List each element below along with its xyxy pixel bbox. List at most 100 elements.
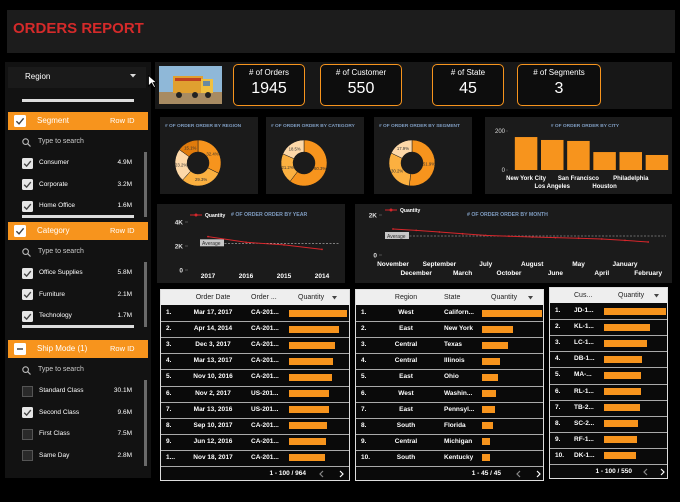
quantity-bar xyxy=(482,357,500,365)
slice-label: 60.3% xyxy=(314,166,326,171)
kpi-card xyxy=(320,64,402,106)
pager-button[interactable] xyxy=(319,470,324,478)
filter-title[interactable]: Ship Mode (1) xyxy=(37,344,88,353)
checkbox[interactable] xyxy=(22,200,33,212)
filter-title[interactable]: Category xyxy=(37,226,70,235)
legend-dot xyxy=(194,213,198,217)
checkbox[interactable] xyxy=(22,310,33,322)
sort-arrow-shape xyxy=(528,296,533,300)
table-cell: DB-1... xyxy=(574,355,595,363)
row-divider xyxy=(356,385,543,387)
bar xyxy=(619,152,643,170)
quantity-bar xyxy=(289,325,339,333)
quantity-bar xyxy=(289,309,347,317)
filter-header[interactable] xyxy=(8,112,148,130)
sort-arrow[interactable] xyxy=(528,296,533,300)
pager-button[interactable] xyxy=(516,470,521,478)
row-divider xyxy=(550,447,667,449)
pager-button[interactable] xyxy=(339,470,344,478)
checkbox[interactable] xyxy=(22,428,33,440)
filter-item-label[interactable]: Office Supplies xyxy=(39,269,83,276)
search-box[interactable]: Type to search xyxy=(38,248,84,255)
row-number: 8. xyxy=(166,421,172,429)
checkbox-check xyxy=(23,409,32,417)
sort-arrow[interactable] xyxy=(332,296,337,300)
donut-slice xyxy=(390,139,413,159)
quantity-bar xyxy=(604,436,638,444)
pager-chevron xyxy=(339,470,344,478)
quantity-bar xyxy=(482,454,490,462)
kpi-value: 3 xyxy=(554,80,564,97)
slice-label: 15.1% xyxy=(184,145,196,150)
x-tick-label: 2014 xyxy=(315,273,330,280)
search-box[interactable]: Type to search xyxy=(38,138,84,145)
table-cell: Nov 2, 2017 xyxy=(195,389,231,397)
pager-label: 1 - 100 / 964 xyxy=(269,470,307,477)
row-divider xyxy=(161,353,349,355)
table-cell: TB-2... xyxy=(574,403,594,411)
checkbox[interactable] xyxy=(22,179,33,190)
filter-item-label[interactable]: Same Day xyxy=(39,451,70,459)
filter-item-label[interactable]: Home Office xyxy=(39,202,76,209)
region-label[interactable]: Region xyxy=(25,72,51,81)
row-divider xyxy=(161,385,349,387)
checkbox[interactable] xyxy=(14,115,26,127)
pager-button[interactable] xyxy=(660,468,665,476)
checkbox[interactable] xyxy=(22,385,33,397)
line-chart-panel: Quantity # OF ORDER ORDER BY YEAR 0 2K 4K Ave… xyxy=(157,204,345,283)
checkbox[interactable] xyxy=(14,225,26,237)
checkbox[interactable] xyxy=(14,343,26,355)
filter-item-label[interactable]: Technology xyxy=(39,312,72,319)
region-dropdown[interactable] xyxy=(8,67,146,88)
filter-item-value: 7.5M xyxy=(117,430,132,437)
pager-button[interactable] xyxy=(643,468,648,476)
checkbox[interactable] xyxy=(22,450,33,461)
pager-label: 1 - 100 / 550 xyxy=(595,468,633,475)
quantity-bar xyxy=(289,406,329,414)
filter-item-label[interactable]: Second Class xyxy=(39,408,80,416)
x-tick-label: January xyxy=(613,261,638,268)
filter-header[interactable] xyxy=(8,222,148,240)
table-cell: Nov 10, 2016 xyxy=(193,373,233,381)
slice-label: 17.9% xyxy=(397,146,409,151)
checkbox-check xyxy=(23,181,32,189)
checkbox-check xyxy=(23,313,32,320)
pager-button[interactable] xyxy=(536,470,541,478)
row-divider xyxy=(356,369,543,371)
checkbox-box xyxy=(22,157,33,169)
table-cell: US-201... xyxy=(251,389,279,397)
table-cell: CA-201... xyxy=(251,453,279,461)
table-cell: East xyxy=(399,373,413,381)
filter-item-label[interactable]: Furniture xyxy=(39,290,66,298)
row-number: 7. xyxy=(166,405,172,413)
filter-item-value: 30.1M xyxy=(113,387,132,394)
donut-panel: # OF ORDER ORDER BY REGION 32.4% 29.3% 23.2… xyxy=(160,117,258,194)
filter-header[interactable] xyxy=(8,340,148,358)
sort-arrow[interactable] xyxy=(654,294,659,298)
table-cell: US-201... xyxy=(251,405,279,413)
slice-label: 30.2% xyxy=(391,169,403,174)
quantity-bar xyxy=(604,307,666,315)
table-header xyxy=(161,290,349,305)
filter-item-label[interactable]: Consumer xyxy=(39,159,69,166)
checkbox-box xyxy=(22,267,33,279)
row-divider xyxy=(550,464,667,465)
scrollbar xyxy=(144,152,147,217)
checkbox[interactable] xyxy=(22,407,33,418)
quantity-bar xyxy=(482,438,491,446)
sort-arrow-shape xyxy=(332,296,337,300)
row-divider xyxy=(161,417,349,419)
filter-title[interactable]: Segment xyxy=(37,116,70,125)
filter-item-label[interactable]: Standard Class xyxy=(39,387,84,394)
row-number: 5. xyxy=(555,371,561,379)
filter-item-label[interactable]: First Class xyxy=(39,430,70,437)
donut-slice xyxy=(408,139,436,187)
checkbox[interactable] xyxy=(22,289,33,300)
checkbox[interactable] xyxy=(22,267,33,279)
filter-item-label[interactable]: Corporate xyxy=(39,180,68,188)
row-number: 9. xyxy=(555,435,561,443)
checkbox[interactable] xyxy=(22,157,33,169)
search-box[interactable]: Type to search xyxy=(38,366,84,373)
series-line xyxy=(207,236,323,250)
